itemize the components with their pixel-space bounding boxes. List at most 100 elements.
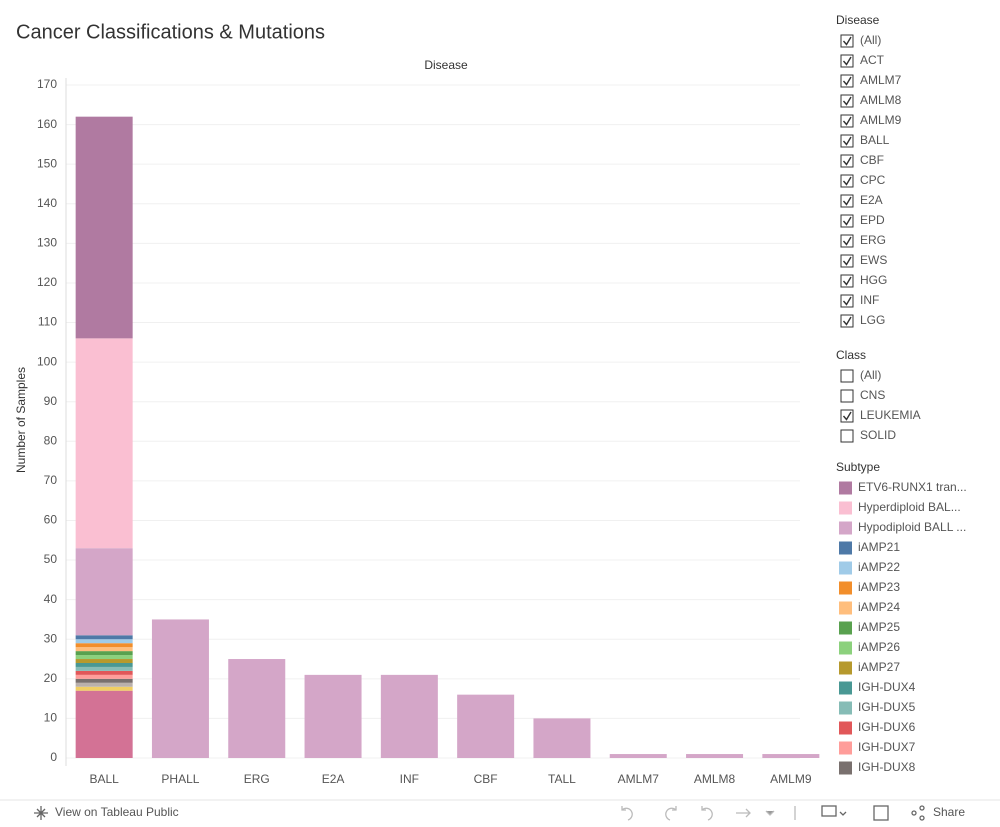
filter-label: CPC bbox=[860, 173, 886, 187]
legend-swatch bbox=[839, 621, 852, 635]
chart-title: Cancer Classifications & Mutations bbox=[16, 21, 325, 43]
filter-option[interactable]: LGG bbox=[840, 313, 885, 328]
bar-segment bbox=[457, 694, 515, 758]
x-tick-label: BALL bbox=[89, 772, 119, 786]
y-tick-label: 100 bbox=[37, 354, 57, 368]
toolbar-actions[interactable] bbox=[821, 805, 925, 821]
checkmark bbox=[842, 76, 852, 86]
x-tick-label: PHALL bbox=[161, 772, 199, 786]
filter-option[interactable]: ACT bbox=[840, 53, 885, 68]
y-tick-label: 110 bbox=[38, 315, 57, 329]
filter-label: CNS bbox=[860, 388, 885, 402]
legend-label: Hyperdiploid BAL... bbox=[858, 500, 961, 514]
checkmark bbox=[842, 156, 852, 166]
bar-segment bbox=[75, 674, 133, 679]
bar-segment bbox=[75, 116, 133, 339]
legend-label: IGH-DUX6 bbox=[858, 720, 916, 734]
view-link[interactable]: View on Tableau Public bbox=[55, 805, 179, 819]
filter-option[interactable]: HGG bbox=[840, 273, 887, 288]
bar-segment bbox=[762, 754, 820, 758]
checkbox bbox=[840, 134, 854, 148]
filter-option[interactable]: CBF bbox=[840, 153, 884, 168]
filter-option[interactable]: CPC bbox=[840, 173, 886, 188]
x-tick-label: AMLM7 bbox=[618, 772, 660, 786]
filter-option[interactable]: INF bbox=[840, 293, 879, 308]
legend-label: iAMP25 bbox=[858, 620, 900, 634]
legend-label: iAMP23 bbox=[858, 580, 900, 594]
checkbox bbox=[840, 314, 854, 328]
y-tick-label: 130 bbox=[37, 236, 57, 250]
y-axis-title: Number of Samples bbox=[14, 367, 28, 473]
legend-swatch bbox=[839, 501, 852, 515]
filter-label: AMLM7 bbox=[860, 73, 902, 87]
bar-segment bbox=[75, 690, 133, 758]
legend-label: IGH-DUX7 bbox=[858, 740, 916, 754]
bar-segment bbox=[75, 647, 133, 652]
checkmark bbox=[842, 411, 852, 421]
y-tick-label: 160 bbox=[37, 117, 57, 131]
filter-option[interactable]: (All) bbox=[840, 368, 881, 383]
legend-title: Subtype bbox=[836, 460, 880, 474]
filter-option[interactable]: AMLM8 bbox=[840, 93, 902, 108]
y-tick-label: 60 bbox=[44, 513, 58, 527]
checkmark bbox=[842, 316, 852, 326]
checkmark bbox=[842, 236, 852, 246]
legend-swatch bbox=[839, 641, 852, 655]
filter-option[interactable]: (All) bbox=[840, 33, 881, 48]
filter-option[interactable]: EPD bbox=[840, 213, 885, 228]
filter-option[interactable]: LEUKEMIA bbox=[840, 408, 921, 423]
bar-segment bbox=[75, 686, 133, 691]
filter-option[interactable]: BALL bbox=[840, 133, 890, 148]
bar-segment bbox=[686, 754, 744, 758]
filter-label: ACT bbox=[860, 53, 885, 67]
y-tick-label: 30 bbox=[44, 631, 58, 645]
filter-option[interactable]: AMLM9 bbox=[840, 113, 902, 128]
y-tick-label: 40 bbox=[44, 592, 58, 606]
filter-title: Disease bbox=[836, 13, 880, 27]
filter-list: (All) CNS LEUKEMIA SOLID bbox=[840, 368, 921, 443]
bar-segment bbox=[75, 548, 133, 636]
bar-segment bbox=[75, 338, 133, 549]
y-tick-label: 90 bbox=[44, 394, 58, 408]
legend-label: iAMP21 bbox=[858, 540, 900, 554]
legend-swatch bbox=[839, 741, 852, 755]
bar-segment bbox=[75, 678, 133, 683]
checkbox bbox=[840, 74, 854, 88]
filter-label: (All) bbox=[860, 368, 881, 382]
legend-label: iAMP27 bbox=[858, 660, 900, 674]
bar-segment bbox=[75, 635, 133, 640]
legend: ETV6-RUNX1 tran... Hyperdiploid BAL... Hyp… bbox=[839, 480, 967, 775]
x-tick-label: ERG bbox=[244, 772, 270, 786]
checkmark bbox=[842, 216, 852, 226]
tableau-icon[interactable] bbox=[34, 806, 48, 820]
bar-segment bbox=[75, 643, 133, 648]
filter-option[interactable]: CNS bbox=[840, 388, 885, 403]
legend-label: iAMP22 bbox=[858, 560, 900, 574]
bar-segment bbox=[75, 682, 133, 687]
filter-option[interactable]: E2A bbox=[840, 193, 883, 208]
filter-label: INF bbox=[860, 293, 879, 307]
x-tick-label: AMLM9 bbox=[770, 772, 812, 786]
x-tick-label: E2A bbox=[322, 772, 345, 786]
legend-swatch bbox=[839, 721, 852, 735]
toolbar-icons[interactable] bbox=[621, 806, 796, 821]
legend-swatch bbox=[839, 761, 852, 775]
checkbox bbox=[840, 34, 854, 48]
sidebar: Disease (All) ACT AMLM7 AMLM8 AMLM9 BALL CBF CPC… bbox=[836, 13, 967, 775]
y-tick-label: 20 bbox=[44, 671, 58, 685]
bar-segment bbox=[151, 619, 209, 758]
checkbox bbox=[840, 174, 854, 188]
filter-option[interactable]: AMLM7 bbox=[840, 73, 902, 88]
bar-segment bbox=[75, 651, 133, 656]
filter-option[interactable]: ERG bbox=[840, 233, 886, 248]
checkbox bbox=[840, 429, 854, 443]
bar-segment bbox=[304, 674, 362, 758]
bar-segment bbox=[75, 666, 133, 671]
checkmark bbox=[842, 256, 852, 266]
filter-label: EPD bbox=[860, 213, 885, 227]
checkmark bbox=[842, 116, 852, 126]
y-tick-label: 140 bbox=[37, 196, 57, 210]
filter-option[interactable]: SOLID bbox=[840, 428, 896, 443]
share-button[interactable]: Share bbox=[933, 805, 965, 819]
filter-option[interactable]: EWS bbox=[840, 253, 887, 268]
